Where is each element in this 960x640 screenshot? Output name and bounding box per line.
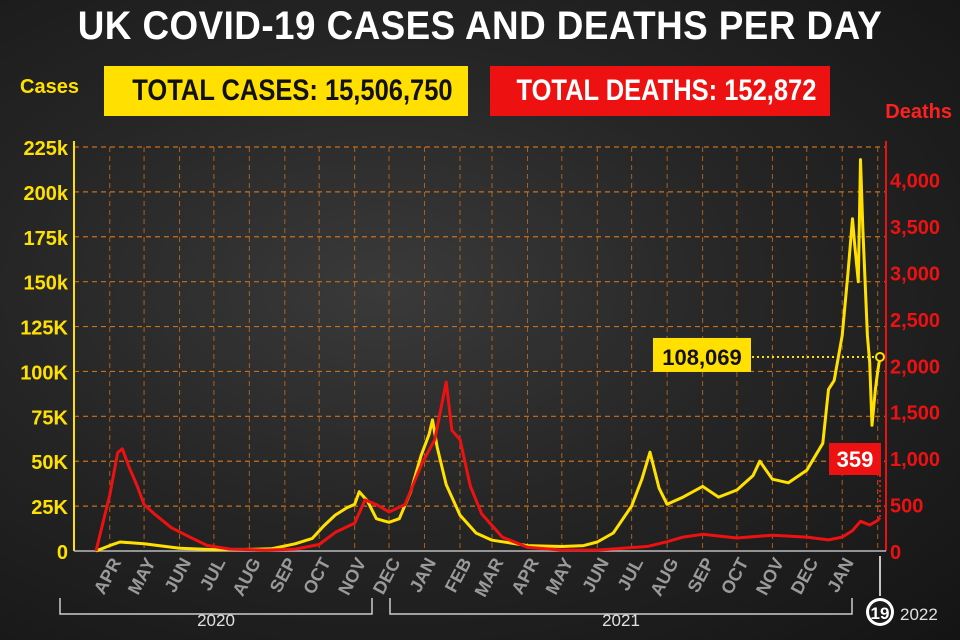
page-title: UK COVID-19 CASES AND DEATHS PER DAY [77, 4, 883, 48]
cases-annotation-label: 108,069 [662, 345, 742, 370]
total-cases-text: TOTAL CASES: 15,506,750 [132, 74, 453, 107]
y2-tick-label: 1,500 [890, 403, 940, 425]
y2-tick-label: 0 [890, 542, 901, 564]
year-bracket [59, 598, 373, 615]
month-label: MAY [542, 554, 578, 597]
deaths-axis-label: Deaths [885, 101, 952, 123]
cases-line [95, 158, 882, 553]
y-tick-label: 100K [20, 362, 68, 384]
month-label: JAN [405, 554, 440, 595]
month-label: JAN [823, 554, 858, 595]
cases-annotation-dot [875, 351, 885, 362]
y-tick-label: 50K [31, 452, 68, 474]
deaths-annotation-label: 359 [837, 447, 874, 472]
y-tick-label: 75K [31, 407, 68, 429]
y-tick-label: 0 [57, 542, 68, 564]
end-day-circle-inner [869, 601, 891, 623]
month-label: OCT [299, 554, 334, 597]
year-label: 2021 [602, 611, 640, 630]
month-label: JUL [196, 554, 230, 593]
month-label: APR [508, 554, 544, 597]
cases-annotation-box [653, 337, 751, 372]
year-label: 2020 [197, 611, 235, 630]
month-label: DEC [369, 554, 405, 597]
year-label: 2022 [900, 605, 938, 624]
month-label: NOV [752, 554, 788, 598]
month-label: JUN [578, 554, 613, 595]
month-label: SEP [266, 554, 301, 595]
month-label: SEP [684, 554, 719, 595]
y2-tick-label: 2,000 [890, 356, 940, 378]
month-label: AUG [646, 554, 682, 599]
month-label: APR [90, 554, 126, 597]
y-tick-label: 150k [24, 273, 69, 295]
month-label: MAY [124, 554, 160, 597]
cases-axis-label: Cases [20, 76, 79, 98]
deaths-line [94, 380, 882, 552]
y2-tick-label: 3,000 [890, 263, 940, 285]
y2-tick-label: 3,500 [890, 217, 940, 239]
y2-tick-label: 2,500 [890, 310, 940, 332]
y-tick-label: 125K [20, 318, 68, 340]
month-label: NOV [334, 554, 370, 598]
total-deaths-badge: TOTAL DEATHS: 152,872 [490, 66, 830, 116]
y2-tick-label: 1,000 [890, 449, 940, 471]
month-label: MAR [471, 554, 508, 600]
month-label: JUL [614, 554, 648, 593]
month-label: JUN [161, 554, 196, 595]
y2-tick-label: 4,000 [890, 171, 940, 193]
total-cases-badge: TOTAL CASES: 15,506,750 [104, 66, 468, 116]
y2-tick-label: 500 [890, 496, 923, 518]
y-tick-label: 175k [24, 228, 69, 250]
year-bracket [389, 598, 853, 615]
month-label: AUG [228, 554, 264, 599]
y-tick-label: 225k [24, 138, 69, 160]
y-tick-label: 25K [31, 497, 68, 519]
y-tick-label: 200k [24, 183, 69, 205]
end-day-label: 19 [871, 604, 890, 623]
month-label: OCT [717, 554, 752, 597]
deaths-annotation-box [829, 443, 881, 475]
total-deaths-text: TOTAL DEATHS: 152,872 [516, 74, 817, 107]
month-label: DEC [787, 554, 823, 597]
